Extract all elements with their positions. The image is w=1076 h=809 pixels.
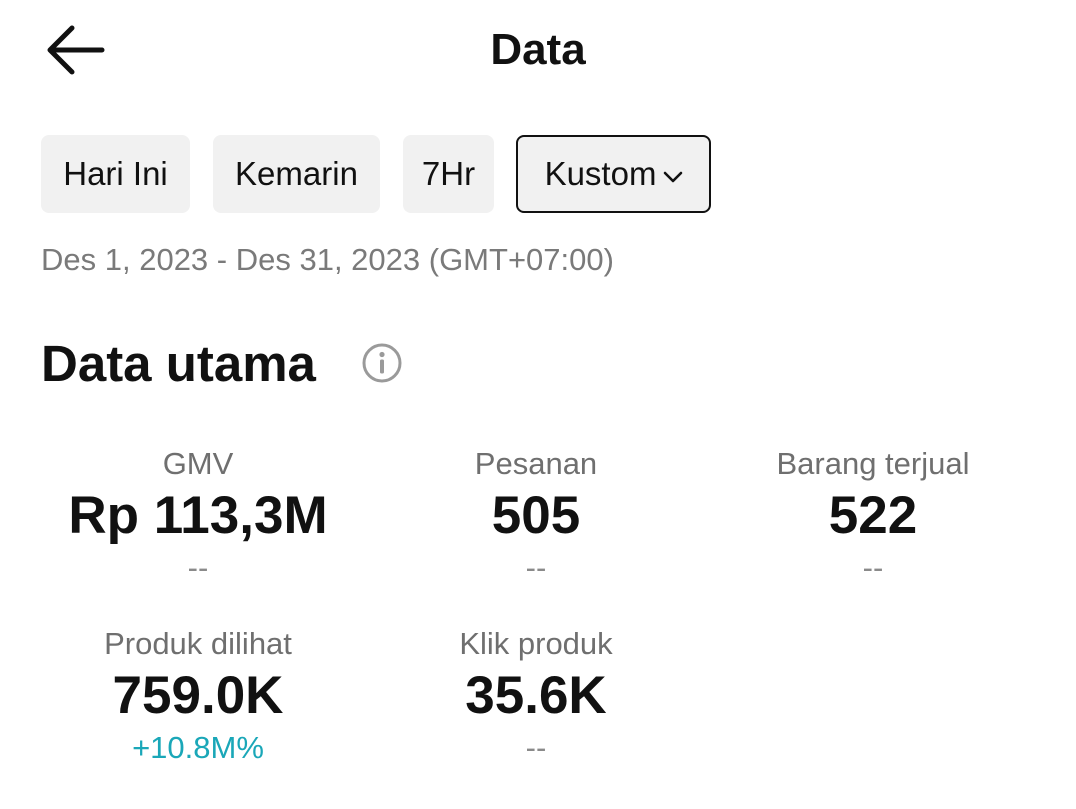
metric-label: Klik produk <box>459 626 613 661</box>
metric-change: -- <box>862 550 884 585</box>
chevron-down-icon <box>662 170 684 184</box>
metric-change: -- <box>187 550 209 585</box>
metric-product-clicks[interactable]: Klik produk 35.6K -- <box>376 624 696 768</box>
filter-yesterday-button[interactable]: Kemarin <box>213 135 380 213</box>
back-button[interactable] <box>40 20 110 80</box>
metric-value: 35.6K <box>465 666 607 725</box>
metric-change: -- <box>525 550 547 585</box>
section-title: Data utama <box>41 335 316 392</box>
metric-product-views[interactable]: Produk dilihat 759.0K +10.8M% <box>38 624 358 768</box>
metric-label: Barang terjual <box>776 446 970 481</box>
header: Data <box>0 0 1076 100</box>
metric-change: -- <box>525 730 547 765</box>
arrow-left-icon <box>47 25 105 75</box>
date-range-text: Des 1, 2023 - Des 31, 2023 (GMT+07:00) <box>41 242 614 277</box>
metric-label: Produk dilihat <box>104 626 292 661</box>
metric-value: 522 <box>828 486 918 545</box>
filter-today-button[interactable]: Hari Ini <box>41 135 190 213</box>
metric-items-sold[interactable]: Barang terjual 522 -- <box>713 444 1033 588</box>
metric-change: +10.8M% <box>132 730 264 765</box>
metric-orders[interactable]: Pesanan 505 -- <box>376 444 696 588</box>
metric-label: GMV <box>162 446 234 481</box>
filter-custom-dropdown[interactable]: Kustom <box>516 135 711 213</box>
filter-custom-label: Kustom <box>544 155 657 192</box>
metric-gmv[interactable]: GMV Rp 113,3M -- <box>38 444 358 588</box>
info-icon[interactable] <box>361 342 403 384</box>
metric-value: 759.0K <box>112 666 284 725</box>
metric-value: 505 <box>491 486 581 545</box>
page-title: Data <box>490 25 586 74</box>
filter-7-days-button[interactable]: 7Hr <box>403 135 494 213</box>
metric-label: Pesanan <box>474 446 598 481</box>
metric-value: Rp 113,3M <box>68 486 328 545</box>
